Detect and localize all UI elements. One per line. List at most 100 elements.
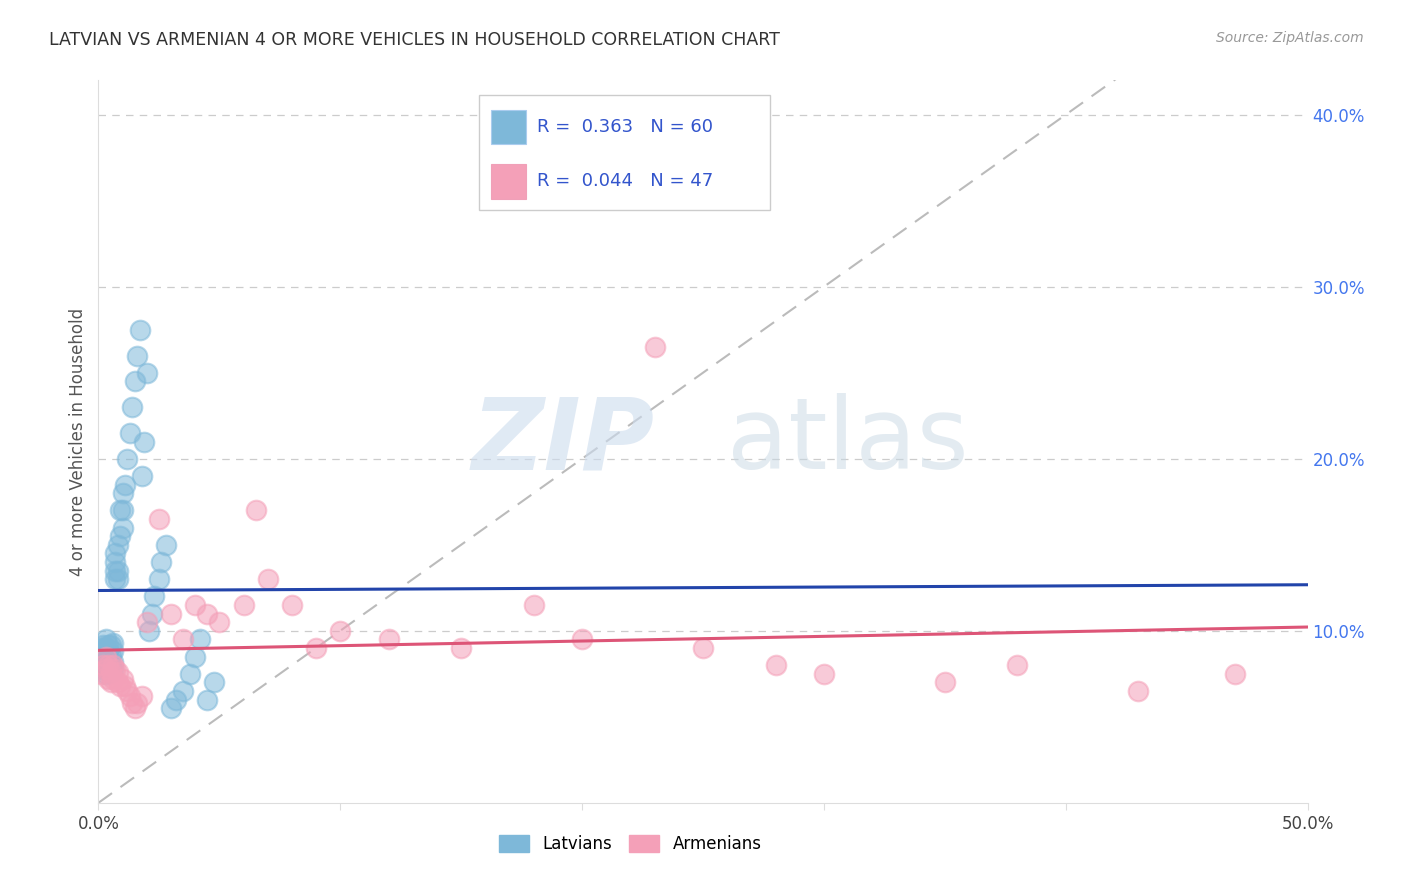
Point bbox=[160, 607, 183, 621]
Point bbox=[104, 662, 127, 676]
Point bbox=[134, 434, 156, 449]
Point bbox=[305, 640, 328, 655]
Point bbox=[104, 546, 127, 560]
Point bbox=[143, 590, 166, 604]
Point bbox=[179, 666, 201, 681]
Point bbox=[91, 662, 114, 676]
Point bbox=[124, 701, 146, 715]
Y-axis label: 4 or more Vehicles in Household: 4 or more Vehicles in Household bbox=[69, 308, 87, 575]
Point bbox=[232, 598, 254, 612]
Point bbox=[118, 425, 141, 440]
Point bbox=[1223, 666, 1246, 681]
Point bbox=[148, 512, 170, 526]
Point bbox=[172, 632, 194, 647]
Point bbox=[523, 598, 546, 612]
Point bbox=[90, 649, 112, 664]
Point bbox=[160, 701, 183, 715]
Point bbox=[208, 615, 231, 630]
Point bbox=[114, 477, 136, 491]
Point bbox=[94, 649, 117, 664]
Text: atlas: atlas bbox=[727, 393, 969, 490]
Point bbox=[107, 665, 129, 679]
Point bbox=[281, 598, 304, 612]
Point bbox=[91, 644, 114, 658]
Point bbox=[101, 644, 124, 658]
Point bbox=[934, 675, 956, 690]
Point bbox=[111, 486, 134, 500]
Point bbox=[100, 648, 122, 662]
Point bbox=[184, 598, 207, 612]
Point bbox=[94, 666, 117, 681]
Point bbox=[90, 666, 112, 681]
Point bbox=[107, 538, 129, 552]
Text: LATVIAN VS ARMENIAN 4 OR MORE VEHICLES IN HOUSEHOLD CORRELATION CHART: LATVIAN VS ARMENIAN 4 OR MORE VEHICLES I… bbox=[49, 31, 780, 49]
Point bbox=[135, 615, 157, 630]
Point bbox=[108, 503, 131, 517]
Point bbox=[329, 624, 352, 638]
Point bbox=[91, 638, 114, 652]
Point bbox=[94, 632, 117, 647]
Point bbox=[101, 636, 124, 650]
Point bbox=[94, 662, 117, 676]
Point bbox=[644, 340, 666, 354]
Point bbox=[101, 658, 124, 673]
Point bbox=[114, 679, 136, 693]
Point bbox=[100, 665, 122, 679]
Point bbox=[100, 658, 122, 673]
Point bbox=[377, 632, 399, 647]
Point bbox=[256, 572, 278, 586]
Point bbox=[135, 366, 157, 380]
Legend: Latvians, Armenians: Latvians, Armenians bbox=[492, 828, 768, 860]
Point bbox=[128, 323, 150, 337]
Point bbox=[148, 572, 170, 586]
Point bbox=[204, 675, 226, 690]
Point bbox=[117, 684, 139, 698]
Point bbox=[104, 572, 127, 586]
Point bbox=[100, 638, 122, 652]
Point bbox=[101, 655, 124, 669]
Point bbox=[165, 692, 187, 706]
Point bbox=[97, 644, 120, 658]
Point bbox=[111, 672, 134, 686]
Point bbox=[450, 640, 472, 655]
Point bbox=[150, 555, 173, 569]
Point bbox=[127, 696, 149, 710]
Point bbox=[692, 640, 714, 655]
Point bbox=[172, 684, 194, 698]
Point bbox=[107, 564, 129, 578]
Point bbox=[195, 692, 218, 706]
Point bbox=[111, 520, 134, 534]
Point bbox=[117, 451, 139, 466]
Point bbox=[101, 672, 124, 686]
Point bbox=[94, 640, 117, 655]
Point bbox=[111, 503, 134, 517]
Point bbox=[107, 675, 129, 690]
Point bbox=[571, 632, 593, 647]
Point bbox=[245, 503, 267, 517]
Point bbox=[155, 538, 177, 552]
Point bbox=[813, 666, 835, 681]
Point bbox=[124, 375, 146, 389]
Point bbox=[138, 624, 160, 638]
Point bbox=[104, 555, 127, 569]
Text: Source: ZipAtlas.com: Source: ZipAtlas.com bbox=[1216, 31, 1364, 45]
Point bbox=[131, 689, 153, 703]
Point bbox=[100, 665, 122, 679]
Point bbox=[108, 529, 131, 543]
Point bbox=[107, 572, 129, 586]
Point bbox=[97, 658, 120, 673]
Point bbox=[101, 662, 124, 676]
Point bbox=[91, 655, 114, 669]
Point bbox=[94, 649, 117, 664]
Point bbox=[188, 632, 211, 647]
Point bbox=[97, 655, 120, 669]
Point bbox=[104, 564, 127, 578]
Point bbox=[121, 696, 143, 710]
Point bbox=[97, 638, 120, 652]
Point bbox=[195, 607, 218, 621]
Text: ZIP: ZIP bbox=[471, 393, 655, 490]
Point bbox=[118, 689, 141, 703]
Point bbox=[121, 400, 143, 414]
Point bbox=[127, 349, 149, 363]
Point bbox=[100, 675, 122, 690]
